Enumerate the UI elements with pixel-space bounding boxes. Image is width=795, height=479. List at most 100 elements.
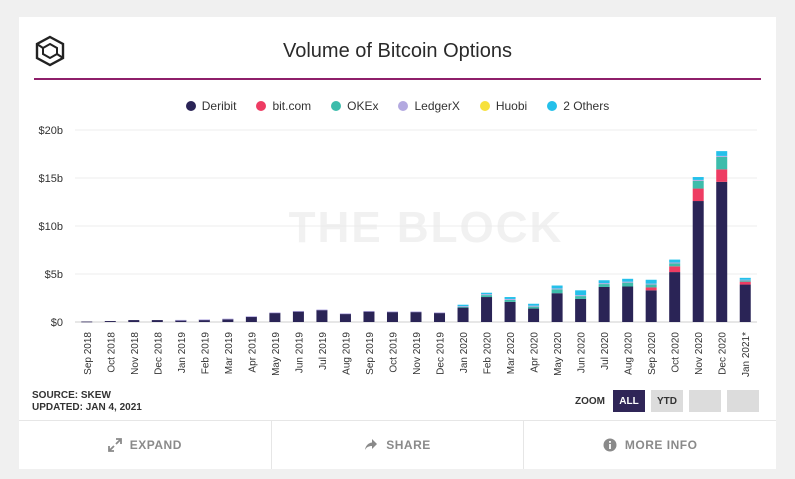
bar-segment [716, 151, 728, 156]
x-tick-label: Nov 2018 [130, 332, 141, 375]
y-tick-label: $15b [39, 173, 63, 185]
bar-segment [575, 296, 587, 299]
chart-legend: Deribit bit.com OKEx LedgerX Huobi 2 Others [19, 99, 776, 113]
bar-segment [645, 283, 657, 285]
legend-label: Deribit [201, 99, 237, 113]
legend-label: 2 Others [563, 99, 610, 113]
bar-segment [551, 293, 563, 322]
bar-segment [481, 297, 493, 322]
more-info-label: MORE INFO [624, 438, 698, 452]
footer-actions: EXPAND SHARE MORE INFO [19, 420, 776, 469]
bar-segment [692, 179, 704, 181]
zoom-range-button-1[interactable] [689, 390, 721, 412]
bar-segment [528, 306, 540, 309]
share-button[interactable]: SHARE [272, 421, 525, 469]
bar-segment [339, 313, 351, 315]
bar-segment [598, 280, 610, 284]
bar-segment [386, 311, 398, 322]
legend-item[interactable]: OKEx [331, 99, 378, 113]
share-label: SHARE [386, 438, 431, 452]
the-block-logo-icon [35, 35, 65, 67]
legend-item[interactable]: 2 Others [547, 99, 609, 113]
zoom-ytd-button[interactable]: YTD [651, 390, 683, 412]
zoom-label: ZOOM [575, 395, 605, 407]
legend-item[interactable]: Deribit [185, 99, 237, 113]
bar-segment [716, 155, 728, 157]
bar-segment [457, 304, 469, 307]
zoom-all-button[interactable]: ALL [613, 390, 645, 412]
bar-segment [598, 283, 610, 285]
y-tick-label: $10b [39, 221, 63, 233]
bar-segment [716, 169, 728, 182]
bar-segment [316, 309, 328, 311]
bar-segment [504, 297, 516, 299]
bar-segment [528, 305, 540, 307]
updated-text: UPDATED: JAN 4, 2021 [32, 402, 142, 413]
bar-segment [198, 319, 210, 321]
legend-item[interactable]: bit.com [256, 99, 311, 113]
bar-segment [528, 303, 540, 306]
x-tick-label: Jul 2020 [600, 332, 611, 370]
legend-item[interactable]: LedgerX [398, 99, 460, 113]
legend-swatch [398, 101, 409, 111]
bar-segment [175, 320, 187, 322]
y-tick-label: $0 [51, 317, 63, 329]
bar-segment [622, 282, 634, 287]
bar-segment [669, 272, 681, 322]
bar-segment [692, 180, 704, 189]
bar-segment [645, 284, 657, 288]
bar-segment [222, 318, 234, 320]
more-info-button[interactable]: MORE INFO [524, 421, 776, 469]
bar-segment [645, 287, 657, 291]
x-tick-label: Feb 2019 [200, 332, 211, 375]
x-tick-label: Oct 2020 [671, 332, 682, 373]
share-arrow-icon [365, 439, 378, 450]
zoom-range-button-2[interactable] [727, 390, 759, 412]
title-divider [34, 78, 761, 80]
source-text: SOURCE: SKEW [32, 390, 111, 401]
bar-segment [457, 307, 469, 322]
bar-segment [669, 263, 681, 267]
x-tick-label: Feb 2020 [483, 332, 494, 375]
bar-segment [669, 259, 681, 263]
legend-item[interactable]: Huobi [479, 99, 527, 113]
bar-segment [292, 311, 304, 322]
bar-segment [269, 312, 281, 322]
zoom-controls: ZOOM ALL YTD [575, 390, 759, 412]
bar-segment [363, 310, 375, 312]
bar-segment [692, 201, 704, 322]
bar-segment [575, 298, 587, 322]
bar-segment [410, 311, 422, 322]
x-tick-label: Jan 2020 [459, 332, 470, 374]
bar-segment [245, 316, 257, 322]
x-tick-label: May 2019 [271, 332, 282, 376]
bar-segment [504, 301, 516, 322]
bar-segment [198, 319, 210, 322]
legend-swatch [547, 101, 558, 111]
bar-segment [457, 306, 469, 308]
y-tick-label: $5b [45, 269, 63, 281]
bar-segment [339, 313, 351, 322]
x-tick-label: Jan 2019 [177, 332, 188, 374]
bar-segment [551, 285, 563, 289]
bar-segment [410, 311, 422, 313]
bar-segment [104, 321, 116, 322]
x-tick-label: May 2020 [553, 332, 564, 376]
info-icon [603, 438, 617, 452]
watermark-text: THE BLOCK [289, 203, 564, 252]
bar-segment [292, 310, 304, 312]
bar-segment [575, 295, 587, 297]
x-tick-label: Dec 2020 [718, 332, 729, 375]
x-tick-label: Apr 2020 [530, 332, 541, 373]
x-tick-label: Oct 2018 [106, 332, 117, 373]
bar-segment [481, 292, 493, 295]
legend-label: OKEx [347, 99, 379, 113]
bar-segment [269, 312, 281, 314]
bar-segment [669, 266, 681, 273]
bar-chart: THE BLOCK $0 $5b $10b $15b $20b Sep 2018 Oct 20… [39, 125, 757, 377]
bar-segment [622, 286, 634, 322]
bar-segment [645, 290, 657, 322]
bar-segment [175, 319, 187, 321]
x-tick-label: Nov 2020 [694, 332, 705, 375]
expand-button[interactable]: EXPAND [19, 421, 272, 469]
